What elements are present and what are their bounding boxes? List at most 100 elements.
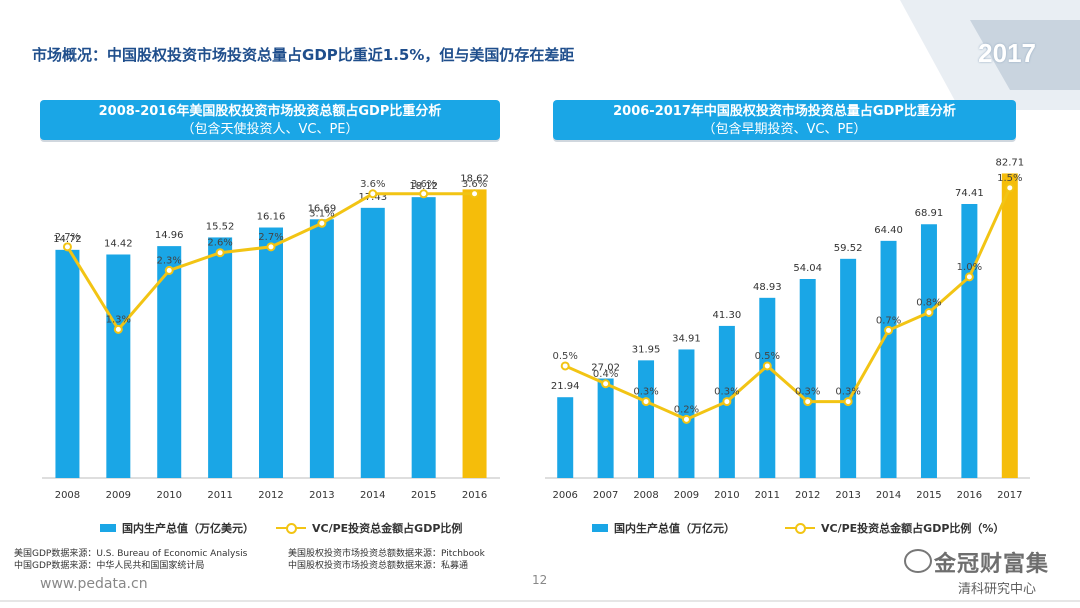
us-line-label-2013: 3.1% [309, 208, 334, 219]
cn-line-label-2013: 0.3% [835, 387, 860, 398]
us-line-point-2008 [62, 242, 72, 252]
cn-bar-value-2017: 82.71 [995, 157, 1024, 168]
us-line-label-2014: 3.6% [360, 179, 385, 190]
us-x-tick-2009: 2009 [106, 490, 131, 501]
year-badge-background [900, 0, 1080, 110]
legend-line-swatch [785, 523, 815, 534]
cn-line-point-2011 [762, 361, 772, 371]
cn-line-point-2012 [803, 397, 813, 407]
cn-x-tick-2015: 2015 [916, 490, 941, 501]
cn-line-label-2007: 0.4% [593, 369, 618, 380]
cn-bar-value-2010: 41.30 [713, 310, 742, 321]
us-bar-value-2015: 18.12 [409, 181, 438, 192]
us-bar-2014 [360, 207, 385, 478]
us-line-label-2008: 2.7% [55, 232, 80, 243]
source-cn-invest: 中国股权投资市场投资总额数据来源：私募通 [288, 561, 469, 571]
us-bar-value-2011: 15.52 [206, 221, 235, 232]
cn-x-tick-2008: 2008 [633, 490, 658, 501]
us-bar-2009 [106, 254, 131, 478]
cn-bar-value-2016: 74.41 [955, 188, 984, 199]
us-x-tick-2011: 2011 [207, 490, 232, 501]
us-legend: 国内生产总值（万亿美元） VC/PE投资总金额占GDP比例 [100, 520, 462, 536]
cn-bar-2017 [1001, 173, 1018, 478]
us-line-point-2010 [164, 265, 174, 275]
watermark-sub: 清科研究中心 [958, 582, 1037, 597]
cn-line-label-2014: 0.7% [876, 315, 901, 326]
us-chart-subtitle: （包含天使投资人、VC、PE） [181, 122, 359, 137]
legend-bar-swatch [100, 524, 116, 532]
cn-chart-subtitle: （包含早期投资、VC、PE） [702, 122, 867, 137]
us-bar-2011 [208, 237, 233, 478]
cn-x-tick-2006: 2006 [552, 490, 577, 501]
cn-bar-value-2006: 21.94 [551, 381, 580, 392]
cn-bar-value-2013: 59.52 [834, 243, 863, 254]
cn-line-point-2010 [722, 397, 732, 407]
us-x-tick-2010: 2010 [156, 490, 181, 501]
cn-chart-header: 2006-2017年中国股权投资市场投资总量占GDP比重分析 （包含早期投资、V… [553, 100, 1016, 140]
us-legend-bar-label: 国内生产总值（万亿美元） [122, 522, 254, 535]
us-x-tick-2014: 2014 [360, 490, 385, 501]
us-bar-value-2013: 16.69 [308, 203, 337, 214]
cn-bar-value-2014: 64.40 [874, 225, 903, 236]
cn-x-tick-2017: 2017 [997, 490, 1022, 501]
cn-bar-2011 [759, 297, 776, 478]
footer-divider [0, 600, 1080, 602]
us-line-point-2012 [266, 242, 276, 252]
us-bar-2012 [259, 227, 283, 478]
cn-x-tick-2012: 2012 [795, 490, 820, 501]
cn-x-tick-2014: 2014 [876, 490, 901, 501]
cn-line-point-2009 [681, 414, 691, 424]
cn-line-point-2006 [560, 361, 570, 371]
source-cn-gdp: 中国GDP数据来源：中华人民共和国国家统计局 [14, 561, 205, 571]
cn-line-point-2017 [1005, 183, 1015, 193]
cn-line-point-2007 [601, 379, 611, 389]
cn-line-label-2010: 0.3% [714, 387, 739, 398]
cn-legend-line-label: VC/PE投资总金额占GDP比例（%） [821, 522, 1005, 535]
cn-bar-2015 [920, 224, 937, 478]
us-bar-value-2016: 18.62 [460, 173, 489, 184]
us-line-point-2014 [368, 189, 378, 199]
cn-line-label-2009: 0.2% [674, 404, 699, 415]
cn-line-label-2016: 1.0% [957, 262, 982, 273]
watermark-brand: 金冠财富集 [934, 552, 1050, 577]
us-bar-2013 [309, 219, 334, 478]
us-bar-2008 [55, 249, 80, 478]
us-line-point-2015 [419, 189, 429, 199]
cn-legend-bar-label: 国内生产总值（万亿元） [614, 522, 735, 535]
us-line-point-2016 [470, 189, 480, 199]
us-chart-title: 2008-2016年美国股权投资市场投资总额占GDP比重分析 [98, 104, 442, 119]
cn-x-tick-2016: 2016 [957, 490, 982, 501]
cn-bar-2014 [880, 240, 897, 478]
cn-bar-2009 [678, 349, 695, 478]
us-bar-2015 [411, 197, 436, 478]
us-chart-header: 2008-2016年美国股权投资市场投资总额占GDP比重分析 （包含天使投资人、… [40, 100, 500, 140]
cn-legend: 国内生产总值（万亿元） VC/PE投资总金额占GDP比例（%） [592, 520, 1004, 536]
cn-line-label-2008: 0.3% [633, 387, 658, 398]
cn-bar-value-2007: 27.02 [591, 363, 620, 374]
cn-bar-value-2012: 54.04 [793, 263, 822, 274]
cn-line-label-2012: 0.3% [795, 387, 820, 398]
us-bar-value-2009: 14.42 [104, 238, 133, 249]
us-line-label-2012: 2.7% [258, 232, 283, 243]
legend-line-swatch [276, 523, 306, 534]
cn-bar-value-2009: 34.91 [672, 333, 701, 344]
cn-line-label-2006: 0.5% [553, 351, 578, 362]
us-bar-value-2010: 14.96 [155, 230, 184, 241]
cn-line-point-2015 [924, 308, 934, 317]
cn-bar-2013 [840, 258, 857, 478]
cn-bar-2008 [638, 360, 655, 478]
cn-x-tick-2013: 2013 [835, 490, 860, 501]
cn-x-tick-2010: 2010 [714, 490, 739, 501]
source-notes-right: 美国股权投资市场投资总额数据来源：Pitchbook 中国股权投资市场投资总额数… [288, 548, 485, 572]
cn-bar-value-2015: 68.91 [915, 208, 944, 219]
cn-line-label-2015: 0.8% [916, 298, 941, 309]
us-line-label-2016: 3.6% [462, 179, 487, 190]
wechat-icon [904, 549, 932, 573]
us-x-tick-2016: 2016 [462, 490, 487, 501]
cn-chart-title: 2006-2017年中国股权投资市场投资总量占GDP比重分析 [613, 104, 956, 119]
cn-bar-value-2011: 48.93 [753, 282, 782, 293]
us-x-tick-2013: 2013 [309, 490, 334, 501]
us-bar-value-2012: 16.16 [257, 212, 286, 223]
cn-ratio-line [564, 187, 1012, 421]
